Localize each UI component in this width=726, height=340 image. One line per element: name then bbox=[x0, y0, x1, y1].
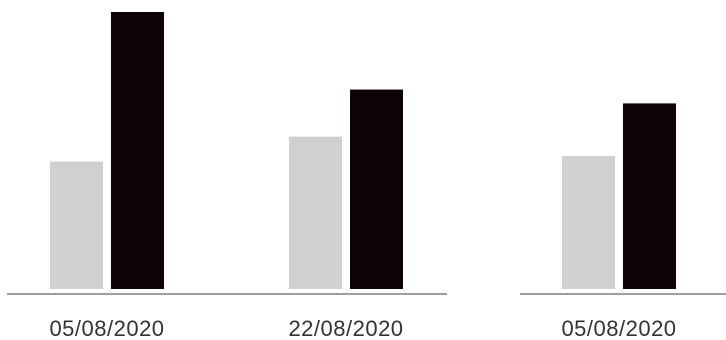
chart-right-panel: 05/08/2020 bbox=[520, 103, 726, 340]
bar-0-1-series-1 bbox=[350, 90, 403, 289]
bar-0-0-series-0 bbox=[50, 162, 103, 289]
x-tick-label: 22/08/2020 bbox=[288, 316, 403, 340]
bar-0-1-series-0 bbox=[289, 137, 342, 289]
bar-1-0-series-1 bbox=[623, 103, 676, 289]
chart-left-panel: 05/08/2020 22/08/2020 bbox=[7, 12, 447, 340]
x-tick-label: 05/08/2020 bbox=[561, 316, 676, 340]
bar-0-0-series-1 bbox=[111, 12, 164, 289]
x-tick-label: 05/08/2020 bbox=[49, 316, 164, 340]
bar-1-0-series-0 bbox=[562, 156, 615, 289]
